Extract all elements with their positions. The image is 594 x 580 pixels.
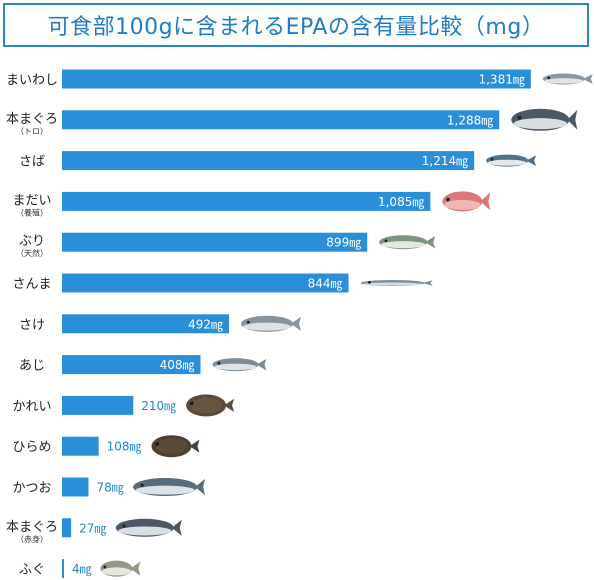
bar-row: ひらめ 108㎎ — [12, 435, 200, 458]
category-label: ふぐ — [19, 563, 45, 578]
category-label: さけ — [19, 318, 45, 333]
bar-row: まいわし 1,381㎎ — [6, 69, 593, 89]
category-sublabel: （養殖） — [16, 207, 48, 217]
value-label: 108㎎ — [107, 440, 142, 454]
category-label: かつお — [12, 481, 51, 496]
bar-row: かつお 78㎎ — [12, 477, 206, 497]
category-label: さんま — [12, 277, 51, 292]
value-label: 1,288㎎ — [447, 113, 493, 127]
mackerel-icon — [486, 154, 537, 167]
category-label: まいわし — [6, 73, 58, 88]
bar-row: ぶり（天然） 899㎎ — [16, 232, 436, 258]
category-label: 本まぐろ — [6, 112, 58, 127]
bar — [62, 436, 99, 456]
tuna-lean-icon — [115, 518, 182, 537]
value-label: 1,214㎎ — [422, 154, 468, 168]
value-label: 1,381㎎ — [478, 73, 524, 87]
saury-icon — [360, 280, 433, 286]
bar-row: さんま 844㎎ — [12, 273, 433, 293]
halibut-icon — [151, 435, 200, 458]
bar — [62, 355, 201, 375]
bar — [62, 559, 64, 579]
bar — [62, 69, 531, 89]
bar — [62, 151, 475, 171]
sardine-icon — [542, 73, 593, 85]
category-label: ひらめ — [12, 440, 51, 455]
category-label: 本まぐろ — [6, 520, 58, 535]
category-sublabel: （天然） — [16, 248, 48, 258]
value-label: 844㎎ — [308, 277, 343, 291]
value-label: 27㎎ — [79, 521, 106, 535]
value-label: 210㎎ — [141, 399, 176, 413]
bar — [62, 314, 230, 334]
bar-row: まだい（養殖） 1,085㎎ — [12, 191, 491, 217]
bar-row: さけ 492㎎ — [19, 314, 302, 334]
sea-bream-icon — [442, 191, 491, 212]
value-label: 492㎎ — [188, 317, 223, 331]
tuna-icon — [511, 108, 578, 131]
category-label: かれい — [12, 399, 51, 414]
bar-row: さば 1,214㎎ — [19, 151, 537, 171]
value-label: 899㎎ — [326, 236, 361, 250]
flounder-icon — [186, 394, 235, 417]
bar — [62, 191, 431, 211]
category-label: さば — [19, 155, 45, 170]
bar-row: ふぐ 4㎎ — [19, 559, 141, 579]
bar — [62, 273, 349, 293]
value-label: 408㎎ — [160, 358, 195, 372]
bar — [62, 110, 500, 130]
value-label: 1,085㎎ — [378, 195, 424, 209]
yellowtail-icon — [379, 235, 436, 250]
category-sublabel: （トロ） — [16, 127, 48, 136]
bar-row: かれい 210㎎ — [12, 394, 235, 417]
bar-row: 本まぐろ（赤身） 27㎎ — [6, 518, 182, 544]
bar — [62, 477, 89, 497]
bar-row: あじ 408㎎ — [19, 355, 267, 375]
chart-title: 可食部100gに含まれるEPAの含有量比較（mg） — [3, 3, 589, 47]
category-label: まだい — [12, 193, 51, 208]
bar — [62, 518, 72, 538]
value-label: 78㎎ — [96, 481, 123, 495]
bonito-icon — [133, 478, 206, 496]
category-label: あじ — [19, 359, 45, 374]
category-label: ぶり — [19, 234, 45, 249]
salmon-icon — [241, 315, 302, 332]
bar — [62, 232, 368, 252]
horse-mackerel-icon — [212, 358, 267, 372]
bar — [62, 395, 134, 415]
value-label: 4㎎ — [72, 562, 92, 576]
bar-row: 本まぐろ（トロ） 1,288㎎ — [6, 108, 578, 136]
category-sublabel: （赤身） — [16, 534, 48, 544]
pufferfish-icon — [100, 560, 141, 577]
